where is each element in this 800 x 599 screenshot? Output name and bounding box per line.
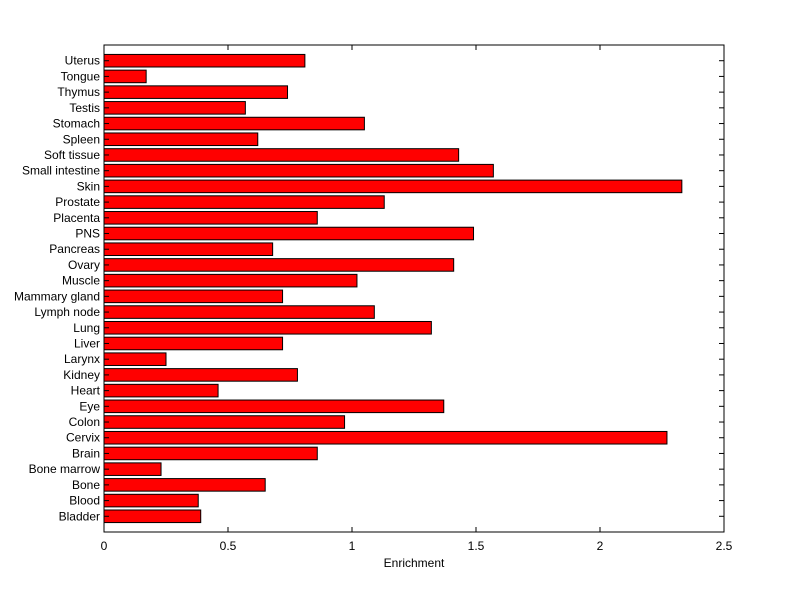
y-tick-label-pns: PNS: [75, 227, 100, 241]
bar-spleen: [103, 132, 259, 147]
y-tick-label-brain: Brain: [72, 446, 100, 460]
y-tick-label-soft-tissue: Soft tissue: [44, 148, 100, 162]
x-axis-label: Enrichment: [384, 556, 445, 570]
bar-larynx: [103, 352, 167, 366]
x-tick-label-x-1-5: 1.5: [468, 539, 485, 553]
y-tick-label-lung: Lung: [73, 321, 100, 335]
y-tick-label-stomach: Stomach: [53, 117, 100, 131]
bar-tongue: [103, 69, 147, 84]
bar-brain: [103, 446, 318, 461]
bar-small-intestine: [103, 163, 494, 178]
y-tick-label-ovary: Ovary: [68, 258, 100, 272]
bar-mammary-gland: [103, 289, 284, 304]
bar-prostate: [103, 195, 385, 209]
y-tick-label-placenta: Placenta: [53, 211, 100, 225]
x-tick-label-x-0-5: 0.5: [220, 539, 237, 553]
y-tick-label-uterus: Uterus: [65, 54, 100, 68]
bar-bone-marrow: [103, 462, 162, 476]
y-tick-label-testis: Testis: [69, 101, 100, 115]
y-tick-label-small-intestine: Small intestine: [22, 164, 100, 178]
y-tick-label-skin: Skin: [77, 179, 100, 193]
bar-eye: [103, 399, 445, 414]
x-tick-label-x-0: 0: [101, 539, 108, 553]
y-tick-label-bone: Bone: [72, 478, 100, 492]
y-tick-label-heart: Heart: [71, 384, 101, 398]
y-tick-label-bone-marrow: Bone marrow: [29, 462, 101, 476]
y-tick-label-larynx: Larynx: [64, 352, 100, 366]
bar-lung: [103, 320, 432, 335]
y-tick-label-cervix: Cervix: [66, 431, 100, 445]
bar-bone: [103, 478, 266, 492]
y-tick-label-thymus: Thymus: [57, 85, 100, 99]
bar-soft-tissue: [103, 148, 460, 162]
y-tick-label-lymph-node: Lymph node: [34, 305, 100, 319]
y-tick-label-liver: Liver: [74, 336, 100, 350]
bar-pancreas: [103, 242, 274, 257]
y-tick-label-bladder: Bladder: [59, 509, 100, 523]
x-tick-label-x-2-5: 2.5: [716, 539, 733, 553]
y-tick-label-colon: Colon: [69, 415, 100, 429]
bar-colon: [103, 415, 346, 429]
y-tick-label-blood: Blood: [69, 494, 100, 508]
bar-cervix: [103, 430, 668, 445]
x-ticks-layer: 0 0.5 1 1.5 2 2.5: [101, 45, 733, 553]
bar-kidney: [103, 368, 298, 382]
bar-bladder: [103, 509, 202, 524]
y-tick-label-muscle: Muscle: [62, 274, 100, 288]
bar-testis: [103, 101, 246, 115]
x-tick-label-x-1: 1: [349, 539, 356, 553]
y-tick-label-kidney: Kidney: [63, 368, 100, 382]
bar-thymus: [103, 85, 289, 99]
bar-stomach: [103, 116, 365, 131]
bar-ovary: [103, 258, 455, 272]
y-tick-label-spleen: Spleen: [63, 132, 100, 146]
bar-uterus: [103, 53, 306, 68]
bar-heart: [103, 383, 219, 398]
bar-pns: [103, 226, 475, 241]
y-tick-label-prostate: Prostate: [55, 195, 100, 209]
bar-liver: [103, 336, 284, 351]
bar-blood: [103, 493, 199, 508]
y-tick-label-pancreas: Pancreas: [49, 242, 100, 256]
y-tick-label-eye: Eye: [79, 399, 100, 413]
bar-placenta: [103, 211, 318, 225]
bar-lymph-node: [103, 305, 375, 319]
bar-skin: [103, 179, 683, 194]
y-tick-label-tongue: Tongue: [61, 69, 101, 83]
bar-muscle: [103, 273, 358, 288]
x-tick-label-x-2: 2: [597, 539, 604, 553]
y-tick-label-mammary-gland: Mammary gland: [14, 289, 100, 303]
axes-box: [103, 44, 725, 533]
bars-layer: [103, 53, 683, 524]
